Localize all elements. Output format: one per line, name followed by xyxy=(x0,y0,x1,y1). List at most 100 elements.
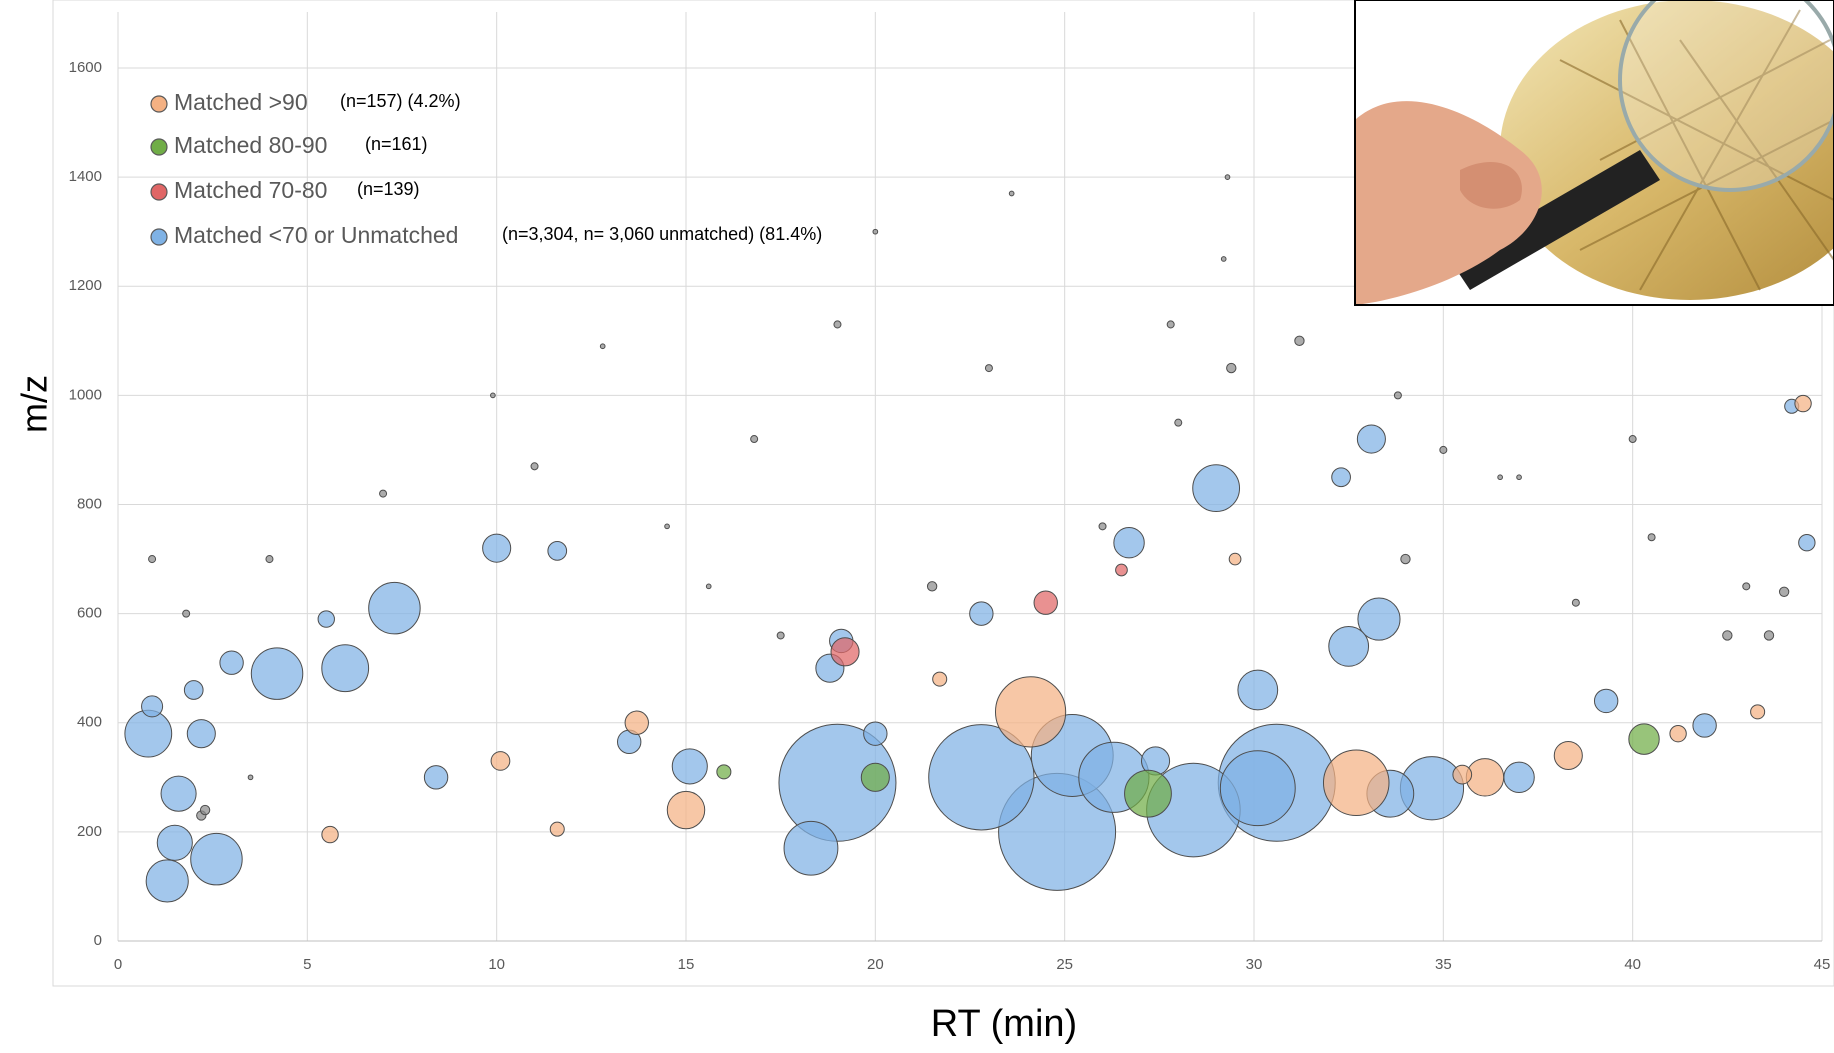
bubble xyxy=(717,765,731,779)
bubble xyxy=(1554,741,1582,769)
bubble xyxy=(985,365,992,372)
bubble xyxy=(184,681,203,700)
bubble xyxy=(491,752,510,771)
bubble xyxy=(183,610,190,617)
bubble xyxy=(933,672,947,686)
legend-count: (n=139) xyxy=(357,179,420,199)
y-tick-label: 600 xyxy=(77,605,102,622)
bubble xyxy=(1227,363,1236,372)
bubble xyxy=(1572,599,1579,606)
x-tick-label: 30 xyxy=(1246,956,1263,973)
bubble xyxy=(1498,475,1503,480)
bubble xyxy=(157,825,192,860)
bubble xyxy=(322,645,369,692)
bubble xyxy=(1193,465,1240,512)
bubble xyxy=(831,638,859,666)
bubble xyxy=(625,711,648,734)
legend-label: Matched 80-90 xyxy=(174,132,327,158)
legend-count: (n=157) (4.2%) xyxy=(340,91,461,111)
bubble xyxy=(491,393,496,398)
bubble xyxy=(483,534,511,562)
bubble xyxy=(251,648,302,699)
bubble xyxy=(1795,395,1811,411)
bubble xyxy=(1594,689,1617,712)
y-tick-label: 1000 xyxy=(69,386,102,403)
bubble xyxy=(1517,475,1522,480)
inset-photo xyxy=(1355,0,1834,305)
legend-label: Matched >90 xyxy=(174,89,308,115)
bubble xyxy=(1629,436,1636,443)
x-tick-label: 10 xyxy=(488,956,505,973)
y-tick-label: 1600 xyxy=(69,59,102,76)
bubble xyxy=(665,524,670,529)
x-tick-label: 20 xyxy=(867,956,884,973)
bubble xyxy=(751,436,758,443)
y-axis-label: m/z xyxy=(14,375,55,433)
x-axis-label: RT (min) xyxy=(931,1003,1077,1045)
bubble xyxy=(864,722,887,745)
bubble xyxy=(784,821,838,875)
bubble xyxy=(1175,419,1182,426)
bubble xyxy=(1329,626,1369,666)
bubble xyxy=(550,822,564,836)
bubble xyxy=(1034,591,1057,614)
x-tick-label: 45 xyxy=(1814,956,1831,973)
bubble xyxy=(1394,392,1401,399)
x-tick-label: 40 xyxy=(1624,956,1641,973)
bubble xyxy=(322,826,338,842)
x-tick-label: 0 xyxy=(114,956,122,973)
bubble xyxy=(1225,175,1230,180)
bubble xyxy=(161,776,196,811)
bubble xyxy=(266,556,273,563)
bubble xyxy=(1629,724,1659,754)
bubble xyxy=(1670,725,1686,741)
bubble xyxy=(424,766,447,789)
bubble xyxy=(1779,587,1788,596)
y-tick-label: 200 xyxy=(77,823,102,840)
bubble xyxy=(600,344,605,349)
legend-marker xyxy=(151,229,167,245)
bubble xyxy=(706,584,711,589)
bubble xyxy=(1221,257,1226,262)
bubble xyxy=(1220,751,1295,826)
bubble xyxy=(667,791,704,828)
bubble xyxy=(146,860,188,902)
x-tick-label: 15 xyxy=(678,956,695,973)
bubble xyxy=(1648,534,1655,541)
y-tick-label: 0 xyxy=(94,932,102,949)
bubble xyxy=(1238,670,1278,710)
bubble xyxy=(1466,759,1503,796)
bubble xyxy=(1751,705,1765,719)
y-tick-label: 1200 xyxy=(69,277,102,294)
bubble xyxy=(125,710,172,757)
bubble xyxy=(777,632,784,639)
bubble xyxy=(672,749,707,784)
bubble xyxy=(1332,468,1351,487)
bubble xyxy=(1167,321,1174,328)
bubble xyxy=(1504,762,1534,792)
bubble xyxy=(1453,765,1472,784)
legend-marker xyxy=(151,96,167,112)
legend-count: (n=161) xyxy=(365,134,428,154)
bubble xyxy=(1723,631,1732,640)
bubble xyxy=(1114,527,1144,557)
x-tick-label: 5 xyxy=(303,956,311,973)
y-tick-label: 400 xyxy=(77,714,102,731)
bubble xyxy=(220,651,243,674)
bubble xyxy=(1743,583,1750,590)
chart: m/z RT (min) 020040060080010001200140016… xyxy=(0,0,1834,1053)
y-tick-label: 1400 xyxy=(69,168,102,185)
bubble xyxy=(1116,564,1128,576)
bubble xyxy=(970,602,993,625)
bubble xyxy=(1125,770,1172,817)
bubble xyxy=(873,229,878,234)
bubble xyxy=(187,720,215,748)
bubble xyxy=(1764,631,1773,640)
bubble xyxy=(1323,750,1389,816)
legend-label: Matched 70-80 xyxy=(174,177,327,203)
x-tick-label: 35 xyxy=(1435,956,1452,973)
legend-count: (n=3,304, n= 3,060 unmatched) (81.4%) xyxy=(502,224,822,244)
bubble xyxy=(149,556,156,563)
legend-marker xyxy=(151,184,167,200)
bubble xyxy=(142,696,163,717)
